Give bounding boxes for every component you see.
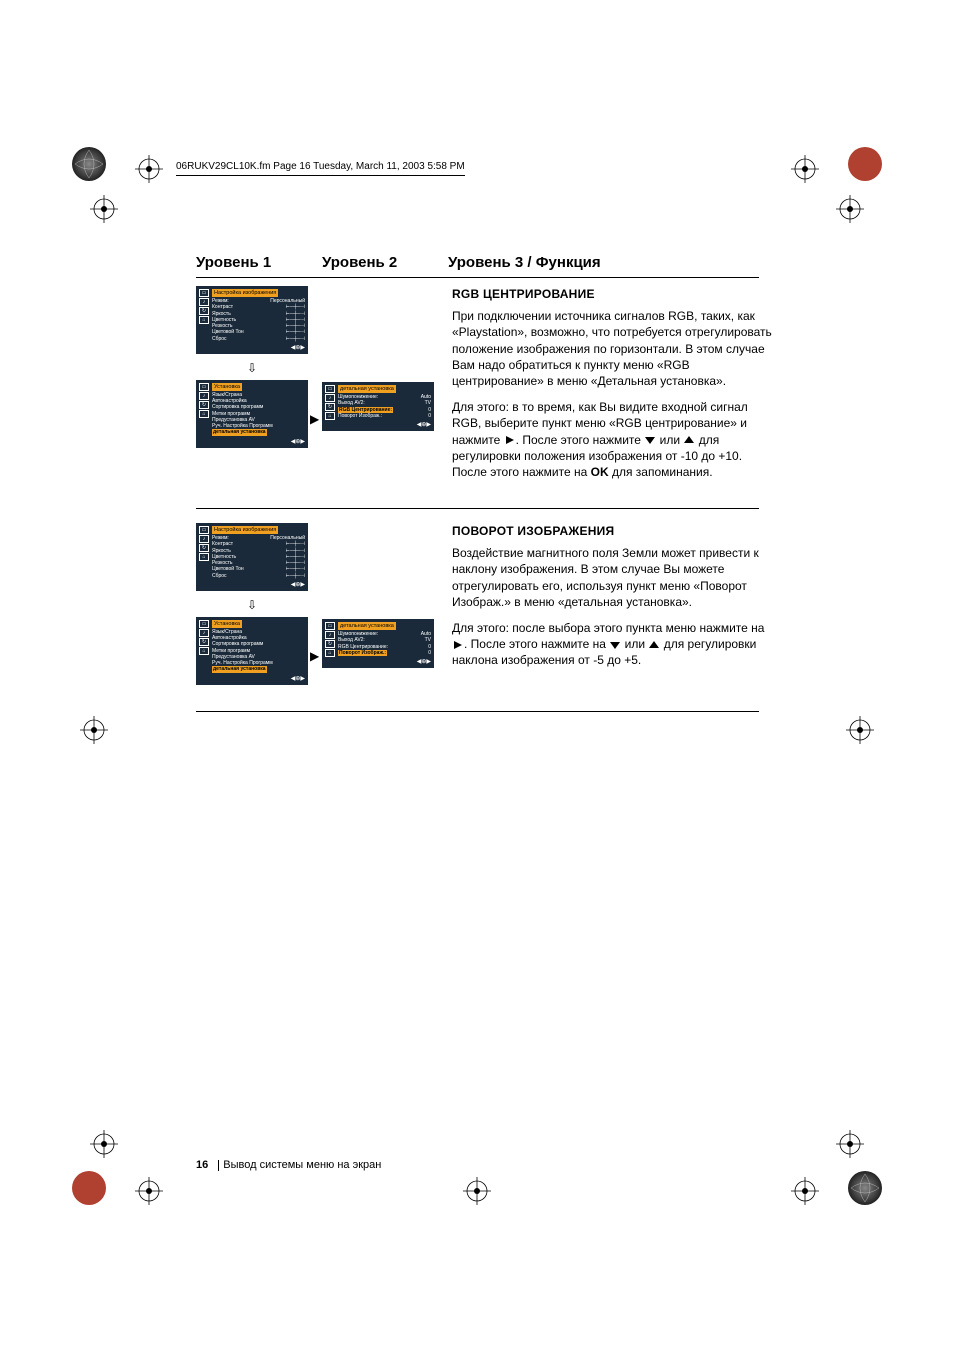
right-arrow-icon: ▶ <box>310 649 319 663</box>
body-paragraph: Для этого: после выбора этого пункта мен… <box>452 620 776 669</box>
menu-tab-icon: ▭ <box>199 383 209 391</box>
right-nav-icon <box>452 640 464 650</box>
menu-tab-icon: ⌂ <box>199 316 209 324</box>
menu-tab-icon: ♪ <box>199 392 209 400</box>
menu-tab-icon: ↻ <box>199 307 209 315</box>
menu-tab-icon: ♪ <box>199 535 209 543</box>
globe-icon <box>71 146 107 182</box>
crop-mark-icon <box>90 195 118 223</box>
down-arrow-icon: ⇩ <box>196 599 308 611</box>
down-nav-icon <box>609 640 621 650</box>
body-paragraph: Воздействие магнитного поля Земли может … <box>452 545 776 610</box>
menu-detail-settings: ▭ ♪ ↻ ⌂ детальная установка Шумопонижени… <box>322 382 434 431</box>
body-paragraph: Для этого: в то время, как Вы видите вхо… <box>452 399 776 480</box>
globe-icon <box>847 146 883 182</box>
down-nav-icon <box>644 435 656 445</box>
crop-mark-icon <box>791 1177 819 1205</box>
divider <box>196 711 759 712</box>
menu-tab-icon: ▭ <box>199 289 209 297</box>
menu-tab-icon: ♪ <box>325 394 335 402</box>
heading-level-2: Уровень 2 <box>322 254 448 271</box>
menu-tab-icon: ↻ <box>325 403 335 411</box>
menu-tab-icon: ♪ <box>199 298 209 306</box>
menu-tab-icon: ⌂ <box>325 412 335 420</box>
heading-level-3: Уровень 3 / Функция <box>448 254 776 271</box>
menu-body: Режим:ПерсональныйКонтраст⊢─┼─⊣Яркость⊢─… <box>212 298 305 342</box>
globe-icon <box>71 1170 107 1206</box>
divider <box>196 277 759 278</box>
menu-nav-icon: ◀⊕▶ <box>199 675 305 682</box>
menu-nav-icon: ◀⊕▶ <box>199 344 305 351</box>
crop-mark-icon <box>846 716 874 744</box>
menu-tab-icon: ↻ <box>199 544 209 552</box>
menu-body: Шумопонижение:AutoВыход AV2:TVRGB Центри… <box>338 394 431 419</box>
divider <box>196 508 759 509</box>
menu-body: Язык/СтранаАвтонастройкаСортировка прогр… <box>212 629 305 673</box>
menu-nav-icon: ◀⊕▶ <box>325 421 431 428</box>
section-heading: ПОВОРОТ ИЗОБРАЖЕНИЯ <box>452 523 776 539</box>
menu-picture-settings: ▭ ♪ ↻ ⌂ Настройка изображения Режим:Перс… <box>196 523 308 591</box>
crop-mark-icon <box>135 155 163 183</box>
menu-tab-icon: ⌂ <box>199 410 209 418</box>
menu-body: Режим:ПерсональныйКонтраст⊢─┼─⊣Яркость⊢─… <box>212 535 305 579</box>
section-heading: RGB ЦЕНТРИРОВАНИЕ <box>452 286 776 302</box>
crop-mark-icon <box>135 1177 163 1205</box>
menu-nav-icon: ◀⊕▶ <box>199 438 305 445</box>
page-footer: 16Вывод системы меню на экран <box>196 1159 381 1171</box>
down-arrow-icon: ⇩ <box>196 362 308 374</box>
menu-setup: ▭ ♪ ↻ ⌂ Установка Язык/СтранаАвтонастрой… <box>196 617 308 685</box>
up-nav-icon <box>683 435 695 445</box>
menu-setup: ▭ ♪ ↻ ⌂ Установка Язык/СтранаАвтонастрой… <box>196 380 308 448</box>
menu-tab-icon: ♪ <box>199 629 209 637</box>
menu-tab-icon: ↻ <box>325 640 335 648</box>
menu-body: Язык/СтранаАвтонастройкаСортировка прогр… <box>212 392 305 436</box>
crop-mark-icon <box>90 1130 118 1158</box>
menu-tab-icon: ⌂ <box>199 647 209 655</box>
heading-level-1: Уровень 1 <box>196 254 322 271</box>
menu-body: Шумопонижение:AutoВыход AV2:TVRGB Центри… <box>338 631 431 656</box>
menu-picture-settings: ▭ ♪ ↻ ⌂ Настройка изображения Режим:Перс… <box>196 286 308 354</box>
menu-tab-icon: ▭ <box>199 620 209 628</box>
up-nav-icon <box>648 640 660 650</box>
menu-tab-icon: ⌂ <box>325 649 335 657</box>
menu-tab-icon: ♪ <box>325 631 335 639</box>
menu-tab-icon: ↻ <box>199 401 209 409</box>
crop-mark-icon <box>836 195 864 223</box>
menu-nav-icon: ◀⊕▶ <box>325 658 431 665</box>
crop-mark-icon <box>791 155 819 183</box>
menu-tab-icon: ⌂ <box>199 553 209 561</box>
menu-tab-icon: ▭ <box>325 622 335 630</box>
menu-tab-icon: ▭ <box>325 385 335 393</box>
globe-icon <box>847 1170 883 1206</box>
frame-header: 06RUKV29CL10K.fm Page 16 Tuesday, March … <box>176 161 465 176</box>
right-nav-icon <box>504 435 516 445</box>
menu-tab-icon: ▭ <box>199 526 209 534</box>
menu-tab-icon: ↻ <box>199 638 209 646</box>
body-paragraph: При подключении источника сигналов RGB, … <box>452 308 776 389</box>
right-arrow-icon: ▶ <box>310 412 319 426</box>
crop-mark-icon <box>836 1130 864 1158</box>
menu-detail-settings: ▭ ♪ ↻ ⌂ детальная установка Шумопонижени… <box>322 619 434 668</box>
menu-nav-icon: ◀⊕▶ <box>199 581 305 588</box>
crop-mark-icon <box>80 716 108 744</box>
